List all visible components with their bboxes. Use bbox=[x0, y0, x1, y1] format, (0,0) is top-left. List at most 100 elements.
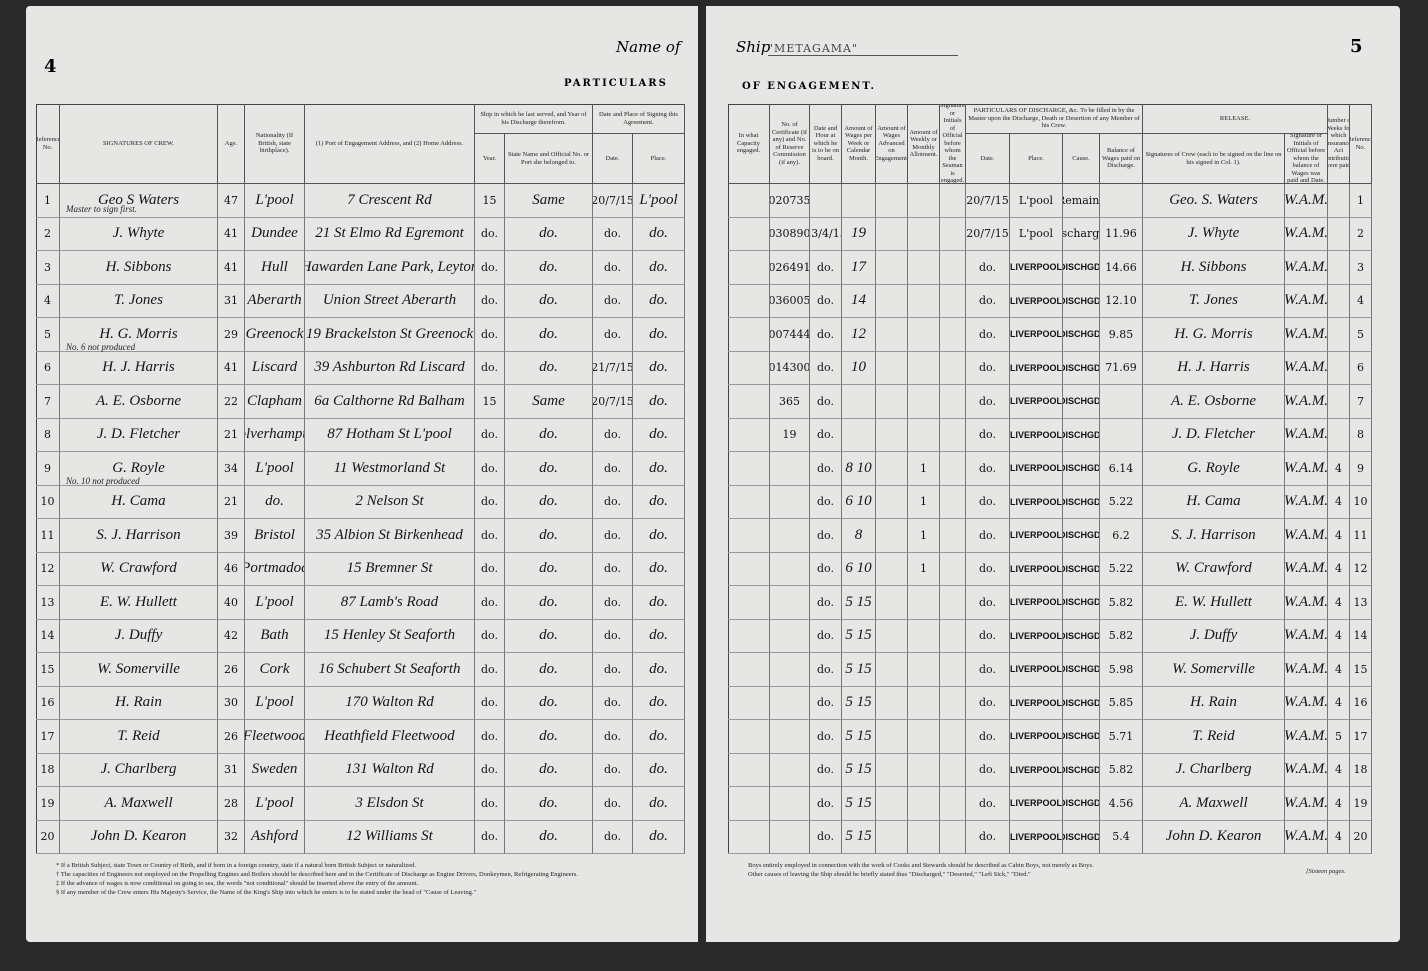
table-cell: DISCHGD. bbox=[1063, 418, 1100, 452]
table-cell: W.A.M. bbox=[1285, 251, 1328, 285]
table-cell: do. bbox=[475, 820, 505, 854]
table-cell bbox=[1328, 284, 1350, 318]
table-cell: do. bbox=[505, 418, 593, 452]
table-cell: Clapham bbox=[245, 385, 305, 419]
table-cell: do. bbox=[633, 452, 685, 486]
table-cell: Same bbox=[505, 385, 593, 419]
table-cell: do. bbox=[810, 653, 842, 687]
table-cell: 15 bbox=[36, 653, 60, 687]
table-cell: 15 bbox=[475, 385, 505, 419]
column-header: SIGNATURES OF CREW. bbox=[60, 104, 218, 184]
table-cell: do. bbox=[810, 418, 842, 452]
table-cell bbox=[1100, 418, 1143, 452]
table-cell: 5 bbox=[1350, 318, 1372, 352]
table-cell bbox=[876, 619, 908, 653]
table-cell: 5.71 bbox=[1100, 720, 1143, 754]
table-cell: T. Reid bbox=[60, 720, 218, 754]
table-cell: do. bbox=[593, 820, 633, 854]
column-header: Signature or Initials of Official before… bbox=[940, 104, 966, 184]
table-cell bbox=[728, 653, 770, 687]
column-header: Place. bbox=[633, 134, 685, 184]
table-cell: 15 bbox=[1350, 653, 1372, 687]
table-cell: Portmadoc bbox=[245, 552, 305, 586]
table-cell: 15 Bremner St bbox=[305, 552, 475, 586]
table-cell bbox=[940, 820, 966, 854]
table-cell bbox=[908, 586, 940, 620]
table-cell: do. bbox=[593, 753, 633, 787]
table-cell: 21 bbox=[218, 418, 245, 452]
table-cell: W.A.M. bbox=[1285, 519, 1328, 553]
table-cell: John D. Kearon bbox=[1143, 820, 1285, 854]
table-cell: do. bbox=[810, 619, 842, 653]
table-cell: J. Charlberg bbox=[60, 753, 218, 787]
table-cell: 22 bbox=[218, 385, 245, 419]
table-cell: L'pool bbox=[245, 184, 305, 218]
table-cell: 020735 bbox=[770, 184, 810, 218]
table-cell: 14 bbox=[842, 284, 876, 318]
table-cell bbox=[876, 318, 908, 352]
table-cell: Bath bbox=[245, 619, 305, 653]
heading: Name of bbox=[616, 38, 681, 56]
table-cell bbox=[876, 787, 908, 821]
table-cell: DISCHGD. bbox=[1063, 619, 1100, 653]
table-cell: 71.69 bbox=[1100, 351, 1143, 385]
table-cell: 1 bbox=[1350, 184, 1372, 218]
table-cell: 12 Williams St bbox=[305, 820, 475, 854]
table-cell bbox=[940, 552, 966, 586]
table-cell bbox=[728, 686, 770, 720]
table-cell bbox=[770, 787, 810, 821]
table-cell: do. bbox=[966, 284, 1010, 318]
table-cell: 5 15 bbox=[842, 653, 876, 687]
table-cell: 16 bbox=[36, 686, 60, 720]
table-cell: 11 bbox=[36, 519, 60, 553]
table-cell: 4 bbox=[1328, 653, 1350, 687]
column-header: State Name and Official No. or Port she … bbox=[505, 134, 593, 184]
table-cell: do. bbox=[245, 485, 305, 519]
table-cell bbox=[770, 552, 810, 586]
table-cell: W.A.M. bbox=[1285, 653, 1328, 687]
table-cell: 5.82 bbox=[1100, 586, 1143, 620]
table-cell bbox=[728, 485, 770, 519]
table-cell bbox=[876, 418, 908, 452]
table-cell: do. bbox=[633, 318, 685, 352]
table-cell bbox=[728, 217, 770, 251]
table-cell: do. bbox=[475, 519, 505, 553]
table-cell: 1 bbox=[908, 485, 940, 519]
table-cell: 3 bbox=[36, 251, 60, 285]
footnote: § If any member of the Crew enters His M… bbox=[56, 889, 477, 896]
footnote: Boys entirely employed in connection wit… bbox=[748, 862, 1094, 869]
table-cell: Geo. S. Waters bbox=[1143, 184, 1285, 218]
table-cell: 1 bbox=[908, 552, 940, 586]
table-cell: do. bbox=[966, 753, 1010, 787]
table-cell: 2 bbox=[36, 217, 60, 251]
table-cell: G. Royle bbox=[1143, 452, 1285, 486]
table-cell: 6.2 bbox=[1100, 519, 1143, 553]
table-cell: Ashford bbox=[245, 820, 305, 854]
table-cell: 5 15 bbox=[842, 820, 876, 854]
table-cell: S. J. Harrison bbox=[1143, 519, 1285, 553]
table-cell: 7 bbox=[36, 385, 60, 419]
table-cell: L'pool bbox=[633, 184, 685, 218]
column-header: (1) Port of Engagement Address, and (2) … bbox=[305, 104, 475, 184]
section-title: OF ENGAGEMENT. bbox=[742, 81, 876, 92]
table-cell: 3 bbox=[1350, 251, 1372, 285]
table-cell: do. bbox=[810, 720, 842, 754]
table-cell bbox=[908, 753, 940, 787]
footnote: ‡ If the advance of wages is now conditi… bbox=[56, 880, 419, 887]
table-cell bbox=[940, 284, 966, 318]
column-header: Reference No. bbox=[36, 104, 60, 184]
table-cell bbox=[940, 217, 966, 251]
table-cell: do. bbox=[633, 284, 685, 318]
table-cell: 6a Calthorne Rd Balham bbox=[305, 385, 475, 419]
table-cell bbox=[940, 686, 966, 720]
table-cell bbox=[940, 586, 966, 620]
table-cell: do. bbox=[505, 686, 593, 720]
section-title: PARTICULARS bbox=[564, 78, 668, 89]
table-cell bbox=[876, 184, 908, 218]
page-mark: [Sixteen pages. bbox=[1306, 868, 1346, 875]
table-cell: 6 10 bbox=[842, 552, 876, 586]
table-cell bbox=[908, 418, 940, 452]
table-cell: 16 bbox=[1350, 686, 1372, 720]
table-cell bbox=[876, 452, 908, 486]
table-cell: LIVERPOOL bbox=[1010, 452, 1063, 486]
